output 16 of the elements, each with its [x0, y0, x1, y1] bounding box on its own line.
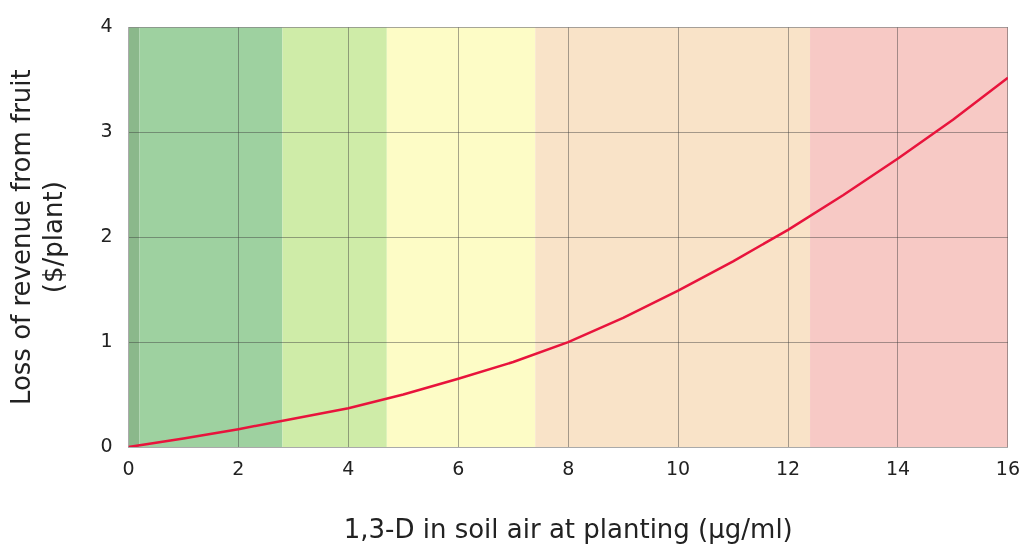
x-tick-label: 8 [562, 457, 575, 480]
y-tick-label: 1 [100, 329, 113, 352]
x-tick-label: 0 [122, 457, 135, 480]
x-tick-label: 4 [342, 457, 355, 480]
x-tick-label: 14 [885, 457, 911, 480]
y-tick-label: 0 [100, 433, 113, 456]
x-tick-label: 12 [775, 457, 801, 480]
y-axis-title: Loss of revenue from fruit ($/plant) [6, 69, 68, 406]
x-tick-label: 10 [666, 457, 691, 480]
y-tick-label: 4 [100, 14, 113, 37]
x-tick-label: 6 [452, 457, 465, 480]
x-axis-title: 1,3-D in soil air at planting (µg/ml) [343, 514, 793, 545]
x-tick-label: 2 [232, 457, 245, 480]
x-tick-label: 16 [995, 457, 1021, 480]
y-tick-label: 2 [100, 224, 113, 247]
y-tick-label: 3 [100, 119, 113, 142]
